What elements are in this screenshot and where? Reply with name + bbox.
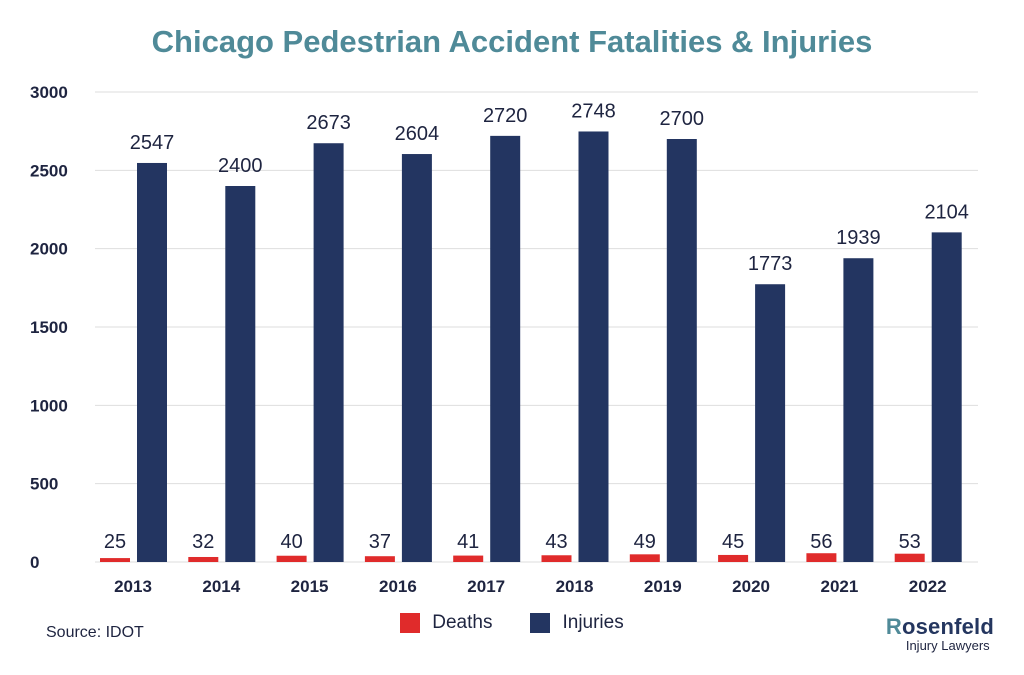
deaths-bar (100, 558, 130, 562)
deaths-data-label: 53 (899, 531, 921, 553)
injuries-bar (755, 284, 786, 562)
injuries-data-label: 2720 (483, 105, 528, 127)
x-tick-label: 2015 (291, 577, 329, 596)
injuries-data-label: 2700 (660, 108, 705, 130)
deaths-data-label: 41 (457, 531, 479, 553)
deaths-data-label: 37 (369, 531, 391, 553)
x-tick-label: 2020 (732, 577, 770, 596)
x-tick-label: 2016 (379, 577, 417, 596)
injuries-bar (931, 232, 962, 562)
injuries-bar (578, 131, 609, 563)
injuries-bar (313, 143, 344, 563)
injuries-data-label: 2673 (306, 112, 351, 134)
deaths-bar (188, 556, 219, 562)
deaths-bar (718, 554, 749, 562)
x-tick-label: 2021 (820, 577, 858, 596)
legend-label-deaths: Deaths (432, 612, 493, 633)
injuries-bar (490, 135, 521, 562)
injuries-bar (401, 154, 432, 563)
deaths-bar (276, 555, 307, 562)
y-tick-label: 2000 (30, 240, 68, 259)
x-tick-label: 2017 (467, 577, 505, 596)
y-tick-label: 2500 (30, 161, 68, 180)
injuries-bar (666, 139, 697, 562)
y-tick-label: 1500 (30, 318, 68, 337)
deaths-bar (541, 555, 572, 562)
logo-initial: R (885, 614, 902, 639)
deaths-data-label: 40 (280, 531, 302, 553)
injuries-data-label: 1773 (748, 253, 793, 275)
deaths-data-label: 43 (545, 531, 567, 553)
x-tick-label: 2018 (556, 577, 594, 596)
legend-label-injuries: Injuries (562, 612, 624, 633)
bar-chart: 0 500 1000 1500 2000 2500 3000 25 2547 2013 32 2400… (30, 83, 978, 596)
deaths-data-label: 49 (634, 531, 656, 553)
logo-subtitle: Injury Lawyers (905, 638, 990, 653)
injuries-data-label: 2604 (395, 123, 440, 145)
y-tick-label: 0 (30, 553, 39, 572)
source-note: Source: IDOT (46, 624, 144, 641)
x-tick-label: 2013 (114, 577, 152, 596)
injuries-data-label: 1939 (836, 227, 881, 249)
injuries-data-label: 2748 (571, 100, 616, 122)
legend: Deaths Injuries (0, 612, 1024, 634)
injuries-data-label: 2400 (218, 155, 263, 177)
y-tick-label: 1000 (30, 396, 68, 415)
deaths-data-label: 45 (722, 531, 744, 553)
legend-swatch-injuries (530, 613, 551, 633)
injuries-data-label: 2547 (130, 132, 175, 154)
injuries-bar (137, 162, 167, 562)
legend-swatch-deaths (400, 613, 421, 633)
deaths-data-label: 32 (192, 531, 214, 553)
deaths-data-label: 25 (104, 531, 126, 553)
y-tick-label: 3000 (30, 83, 68, 102)
legend-item-injuries: Injuries (530, 612, 624, 634)
deaths-bar (364, 556, 395, 562)
injuries-bar (225, 186, 256, 562)
rosenfeld-logo: Rosenfeld Injury Lawyers (886, 614, 994, 653)
deaths-bar (894, 553, 925, 562)
injuries-bar (843, 258, 874, 562)
injuries-data-label: 2104 (924, 201, 969, 223)
logo-name: osenfeld (901, 614, 994, 639)
x-tick-label: 2022 (909, 577, 947, 596)
chart-title: Chicago Pedestrian Accident Fatalities &… (151, 24, 873, 59)
deaths-bar (629, 554, 660, 562)
deaths-bar (806, 553, 837, 562)
x-tick-label: 2019 (644, 577, 682, 596)
deaths-data-label: 56 (810, 531, 832, 553)
x-tick-label: 2014 (202, 577, 240, 596)
deaths-bar (453, 555, 484, 562)
legend-item-deaths: Deaths (400, 612, 492, 634)
y-tick-label: 500 (30, 475, 58, 494)
